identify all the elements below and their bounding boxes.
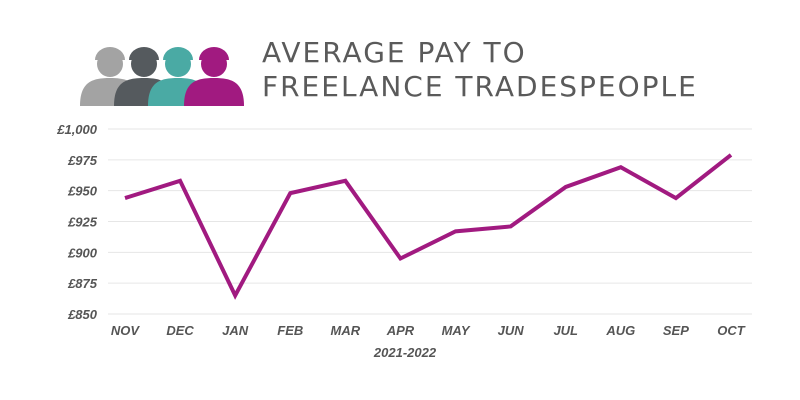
tradespeople-group-icon <box>80 47 244 106</box>
x-tick-label: DEC <box>166 323 194 338</box>
y-axis-ticks: £850 £875 £900 £925 £950 £975 £1,000 <box>56 122 98 322</box>
chart-title-line-2: FREELANCE TRADESPEOPLE <box>262 70 698 103</box>
x-tick-label: OCT <box>717 323 746 338</box>
x-tick-label: MAY <box>442 323 471 338</box>
x-tick-label: JUL <box>553 323 578 338</box>
chart-title: AVERAGE PAY TO FREELANCE TRADESPEOPLE <box>262 36 698 104</box>
gridlines <box>108 128 752 315</box>
y-tick-label: £850 <box>67 307 98 322</box>
worker-4-icon <box>184 47 244 106</box>
y-tick-label: £950 <box>67 184 98 199</box>
y-tick-label: £925 <box>67 215 98 230</box>
x-tick-label: JAN <box>222 323 249 338</box>
x-axis-ticks: NOV DEC JAN FEB MAR APR MAY JUN JUL AUG SEP OCT <box>111 323 746 338</box>
x-tick-label: JUN <box>498 323 525 338</box>
x-tick-label: MAR <box>331 323 361 338</box>
series-layer <box>124 153 733 300</box>
chart-title-line-1: AVERAGE PAY TO <box>262 36 527 69</box>
series-line <box>124 153 733 300</box>
x-tick-label: SEP <box>663 323 689 338</box>
x-tick-label: APR <box>386 323 415 338</box>
y-tick-label: £1,000 <box>56 122 98 137</box>
y-tick-label: £900 <box>67 245 98 260</box>
y-tick-label: £975 <box>67 153 98 168</box>
y-tick-label: £875 <box>67 276 98 291</box>
chart-header: AVERAGE PAY TO FREELANCE TRADESPEOPLE <box>0 0 800 120</box>
x-tick-label: AUG <box>605 323 635 338</box>
x-tick-label: FEB <box>277 323 303 338</box>
x-axis-label: 2021-2022 <box>373 345 437 360</box>
x-tick-label: NOV <box>111 323 141 338</box>
